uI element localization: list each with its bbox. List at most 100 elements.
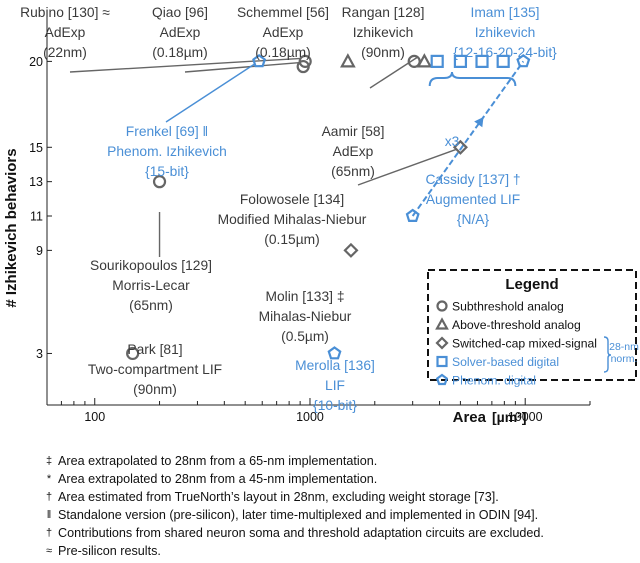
annotation-sourikopoulos: Morris-Lecar [112,278,190,293]
y-tick-label: 15 [29,141,43,155]
annotation-park: Park [81] [127,342,182,357]
y-tick-label: 11 [30,210,43,224]
footnote-symbol: † [45,527,53,539]
scatter-chart: 100 1000 10000 3 9 11 13 15 20 # Izhikevich behav… [3,5,639,426]
annotation-aamir: Aamir [58] [322,124,385,139]
x-tick-label: 10000 [508,410,543,424]
y-tick-label: 9 [36,244,43,258]
footnote-text: Pre-silicon results. [58,544,161,558]
annotation-aamir: AdExp [333,144,374,159]
annotation-sourikopoulos: (65nm) [129,298,173,313]
footnote-text: Area extrapolated to 28nm from a 45-nm i… [58,472,378,486]
pentagon-marker [252,54,267,68]
footnote-symbol: ǁ [46,509,52,521]
legend-box [427,269,637,381]
scaling-line [411,60,525,217]
legend-entry-label: Above-threshold analog [452,318,581,332]
annotation-frenkel: Phenom. Izhikevich [107,144,227,159]
annotation-rangan: (90nm) [361,45,405,60]
pentagon-marker [516,54,531,68]
diamond-marker [343,242,359,258]
footnote-symbol: ‡ [45,455,53,467]
legend-entry-label: Phenom. digital [452,374,536,388]
leader-line [357,148,457,186]
annotation-aamir: (65nm) [331,164,375,179]
pentagon-marker [405,208,420,222]
annotation-frenkel: {15-bit} [145,164,189,179]
circle-marker [296,59,310,74]
annotation-merolla: Merolla [136] [295,358,375,373]
annotation-qiao: AdExp [160,25,201,40]
leader-line [369,56,418,89]
legend-entry-label: Solver-based digital [452,355,559,369]
leader-line [184,61,301,73]
triangle-marker [416,53,433,68]
legend-brace [603,336,612,373]
annotation-rubino: (22nm) [43,45,87,60]
footnote: ǁ Standalone version (pre-silicon), later… [40,506,635,524]
square-marker [430,54,444,68]
legend-entry-label: Subthreshold analog [452,300,564,314]
footnote-symbol: * [46,473,52,485]
annotation-rubino: AdExp [45,25,86,40]
annotation-rubino: Rubino [130] ≈ [20,5,110,20]
square-marker [496,54,510,68]
x-tick-label: 100 [84,410,105,424]
annotation-folowosele: Folowosele [134] [240,192,344,207]
footnote-text: Area estimated from TrueNorth’s layout i… [58,490,499,504]
x-tick-label: 1000 [296,410,324,424]
annotation-folowosele: Modified Mihalas-Niebur [218,212,367,227]
annotation-sourikopoulos: Sourikopoulos [129] [90,258,212,273]
footnote: * Area extrapolated to 28nm from a 45-nm … [40,470,635,488]
square-marker [475,54,489,68]
annotation-park: Two-compartment LIF [88,362,222,377]
annotation-schemmel: Schemmel [56] [237,5,329,20]
footnote: † Contributions from shared neuron soma a… [40,524,635,542]
square-marker [453,54,468,68]
annotation-rangan: Rangan [128] [342,5,425,20]
annotation-merolla: {10-bit} [313,398,357,413]
annotation-frenkel: Frenkel [69] ǁ [126,124,208,139]
annotation-imam: Imam [135] [470,5,539,20]
annotation-imam: {12-16-20-24-bit} [453,45,557,60]
legend-pentagon-marker [435,373,449,386]
annotation-x3: x3 [445,134,460,149]
circle-marker [407,54,421,68]
annotation-molin: Molin [133] ‡ [266,289,345,304]
imam-brace [428,71,517,87]
pentagon-marker [327,346,342,360]
annotation-schemmel: AdExp [263,25,304,40]
annotation-folowosele: (0.15µm) [264,232,319,247]
legend-circle-marker [436,300,448,312]
y-tick-label: 20 [29,55,43,69]
footnote-text: Contributions from shared neuron soma an… [58,526,544,540]
annotation-schemmel: (0.18µm) [255,45,310,60]
y-axis-label: # Izhikevich behaviors [3,148,20,307]
x-axis-unit: [µm²] [492,409,527,425]
triangle-marker [340,53,356,68]
annotation-molin: (0.5µm) [281,329,329,344]
legend-diamond-marker [435,336,449,350]
annotation-park: (90nm) [133,382,177,397]
annotation-cassidy: {N/A} [457,212,490,227]
annotation-cassidy: Augmented LIF [426,192,520,207]
legend-triangle-marker [435,317,449,330]
footnote: ‡ Area extrapolated to 28nm from a 65-nm … [40,452,635,470]
circle-marker [126,346,140,361]
annotation-cassidy: Cassidy [137] † [425,172,520,187]
scaling-arrow [474,117,484,128]
legend-square-marker [436,355,448,368]
diamond-marker [452,139,468,155]
leader-line [69,57,302,73]
footnote-symbol: ≈ [45,545,53,557]
annotation-rangan: Izhikevich [353,25,414,40]
footnotes: ‡ Area extrapolated to 28nm from a 65-nm … [40,452,635,560]
footnote-text: Area extrapolated to 28nm from a 65-nm i… [58,454,378,468]
footnote: ≈ Pre-silicon results. [40,542,635,560]
footnote-symbol: † [45,491,53,503]
footnote: † Area estimated from TrueNorth’s layout … [40,488,635,506]
leader-line [165,63,255,123]
y-tick-label: 3 [36,347,43,361]
circle-marker [152,175,167,189]
